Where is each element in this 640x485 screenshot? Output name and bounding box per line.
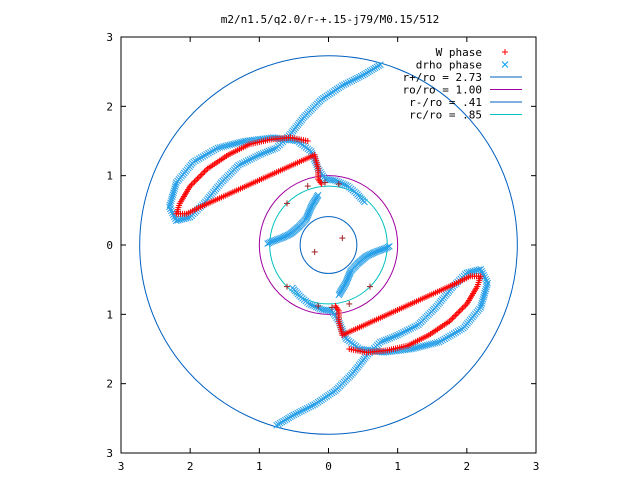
w-scatter-points (284, 179, 373, 311)
x-tick-label: 1 (256, 460, 263, 473)
y-tick-label: 3 (106, 31, 113, 44)
y-tick-label: 2 (106, 378, 113, 391)
legend-label: rc/ro = .85 (409, 109, 482, 122)
circle-roro (258, 175, 399, 315)
drho-arm-lower (273, 265, 491, 429)
drho-arm-upper (166, 61, 384, 225)
y-tick-label: 1 (106, 308, 113, 321)
x-tick-label: 1 (394, 460, 401, 473)
x-tick-label: 2 (187, 460, 194, 473)
legend-sample-1 (502, 49, 508, 55)
legend-label: r-/ro = .41 (409, 96, 482, 109)
drho-bar-right (335, 243, 393, 299)
circle-rro (139, 55, 518, 435)
legend-sample-2 (501, 61, 509, 68)
x-tick-label: 0 (325, 460, 332, 473)
legend-label: W phase (436, 46, 482, 59)
x-tick-label: 2 (464, 460, 471, 473)
plot-area (120, 36, 537, 454)
y-tick-label: 1 (106, 170, 113, 183)
legend-label: drho phase (416, 59, 482, 72)
w-arm-lower (332, 273, 484, 356)
circle-rro (299, 216, 358, 274)
y-tick-label: 0 (106, 239, 113, 252)
x-tick-label: 3 (118, 460, 125, 473)
y-tick-label: 3 (106, 447, 113, 460)
y-tick-label: 2 (106, 100, 113, 113)
legend-label: ro/ro = 1.00 (403, 84, 482, 97)
x-tick-label: 3 (533, 460, 540, 473)
w-arm-upper (173, 134, 325, 217)
chart-title: m2/n1.5/q2.0/r-+.15-j79/M0.15/512 (221, 13, 440, 26)
drho-bar-left (264, 191, 322, 247)
legend-label: r+/ro = 2.73 (403, 71, 482, 84)
